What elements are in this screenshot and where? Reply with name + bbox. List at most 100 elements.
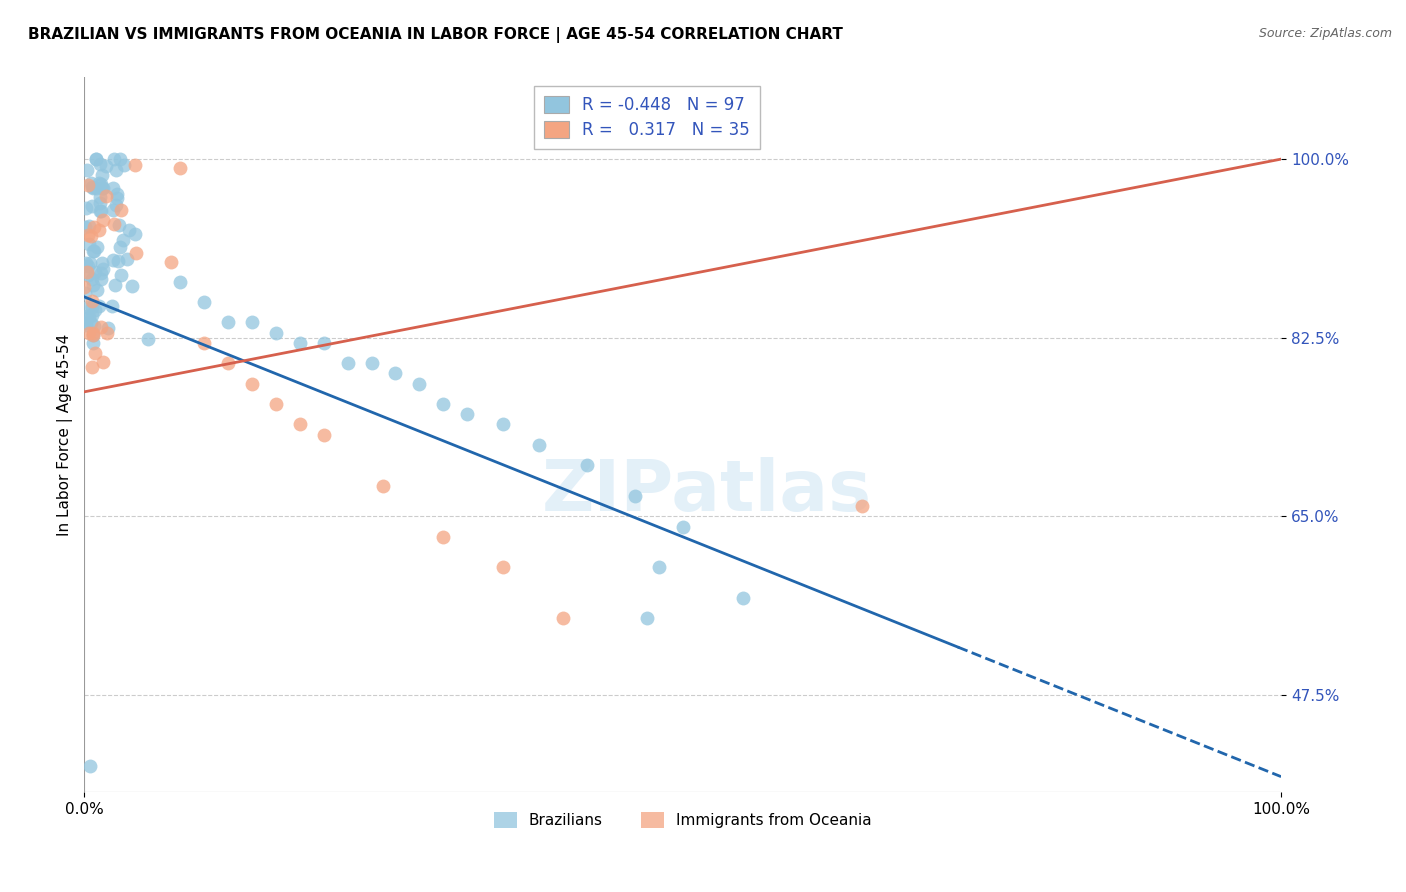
Point (101, 299, 124, 313)
Point (105, 191, 128, 205)
Point (575, 458, 598, 473)
Point (75, 201, 97, 215)
Point (90, 203, 112, 218)
Text: ZIPatlas: ZIPatlas (541, 458, 872, 526)
Y-axis label: In Labor Force | Age 45-54: In Labor Force | Age 45-54 (58, 334, 73, 536)
Point (336, 356, 359, 370)
Point (82, 277, 104, 292)
Point (83, 318, 105, 333)
Point (851, 499, 873, 513)
Point (83, 303, 105, 318)
Point (103, 203, 125, 218)
Point (312, 335, 335, 350)
Point (82, 326, 104, 340)
Point (112, 158, 135, 172)
Point (84, 153, 107, 167)
Point (83, 265, 105, 279)
Point (89, 203, 111, 218)
Point (193, 295, 215, 310)
Point (624, 489, 647, 503)
Point (193, 335, 215, 350)
Point (90, 320, 112, 334)
Point (527, 438, 550, 452)
Point (117, 223, 139, 237)
Point (551, 611, 574, 625)
Point (89, 195, 111, 210)
Point (76, 310, 98, 324)
Point (492, 560, 515, 574)
Point (73, 279, 96, 293)
Point (104, 198, 127, 212)
Point (110, 202, 132, 217)
Point (94, 159, 117, 173)
Point (80, 272, 103, 286)
Point (90, 178, 112, 192)
Point (80, 180, 103, 194)
Point (217, 315, 239, 329)
Point (124, 227, 146, 241)
Point (159, 254, 181, 268)
Point (73, 286, 96, 301)
Point (648, 560, 671, 574)
Point (112, 233, 135, 247)
Point (89, 223, 111, 237)
Point (83, 244, 105, 259)
Text: BRAZILIAN VS IMMIGRANTS FROM OCEANIA IN LABOR FORCE | AGE 45-54 CORRELATION CHAR: BRAZILIAN VS IMMIGRANTS FROM OCEANIA IN … (28, 27, 844, 43)
Point (80, 176, 103, 190)
Point (456, 407, 478, 421)
Point (731, 591, 754, 605)
Point (79, 256, 101, 270)
Point (82, 181, 104, 195)
Point (408, 376, 430, 391)
Point (672, 519, 695, 533)
Point (82, 335, 104, 350)
Point (77, 227, 100, 242)
Point (73, 219, 96, 234)
Point (105, 163, 128, 178)
Point (91, 355, 114, 369)
Point (90, 255, 112, 269)
Point (96, 326, 118, 340)
Point (84, 181, 107, 195)
Point (360, 356, 382, 370)
Point (91, 213, 114, 227)
Point (373, 479, 395, 493)
Point (82, 244, 104, 258)
Point (76, 268, 98, 283)
Point (83, 220, 105, 235)
Point (264, 397, 287, 411)
Point (432, 397, 454, 411)
Point (75, 256, 97, 270)
Point (94, 188, 117, 202)
Point (76, 265, 98, 279)
Point (80, 308, 103, 322)
Point (89, 190, 111, 204)
Point (312, 427, 335, 442)
Point (82, 328, 104, 343)
Point (105, 186, 128, 201)
Legend: Brazilians, Immigrants from Oceania: Brazilians, Immigrants from Oceania (488, 806, 877, 834)
Text: Source: ZipAtlas.com: Source: ZipAtlas.com (1258, 27, 1392, 40)
Point (86, 240, 108, 254)
Point (492, 417, 515, 432)
Point (82, 327, 104, 342)
Point (77, 259, 100, 273)
Point (84, 346, 107, 360)
Point (108, 218, 131, 232)
Point (104, 278, 127, 293)
Point (124, 158, 146, 172)
Point (101, 253, 124, 268)
Point (110, 152, 132, 166)
Point (107, 254, 129, 268)
Point (80, 293, 103, 308)
Point (86, 283, 108, 297)
Point (110, 268, 132, 282)
Point (91, 180, 114, 194)
Point (80, 317, 103, 331)
Point (101, 181, 124, 195)
Point (77, 178, 100, 192)
Point (76, 162, 98, 177)
Point (264, 326, 287, 340)
Point (93, 261, 115, 276)
Point (103, 217, 125, 231)
